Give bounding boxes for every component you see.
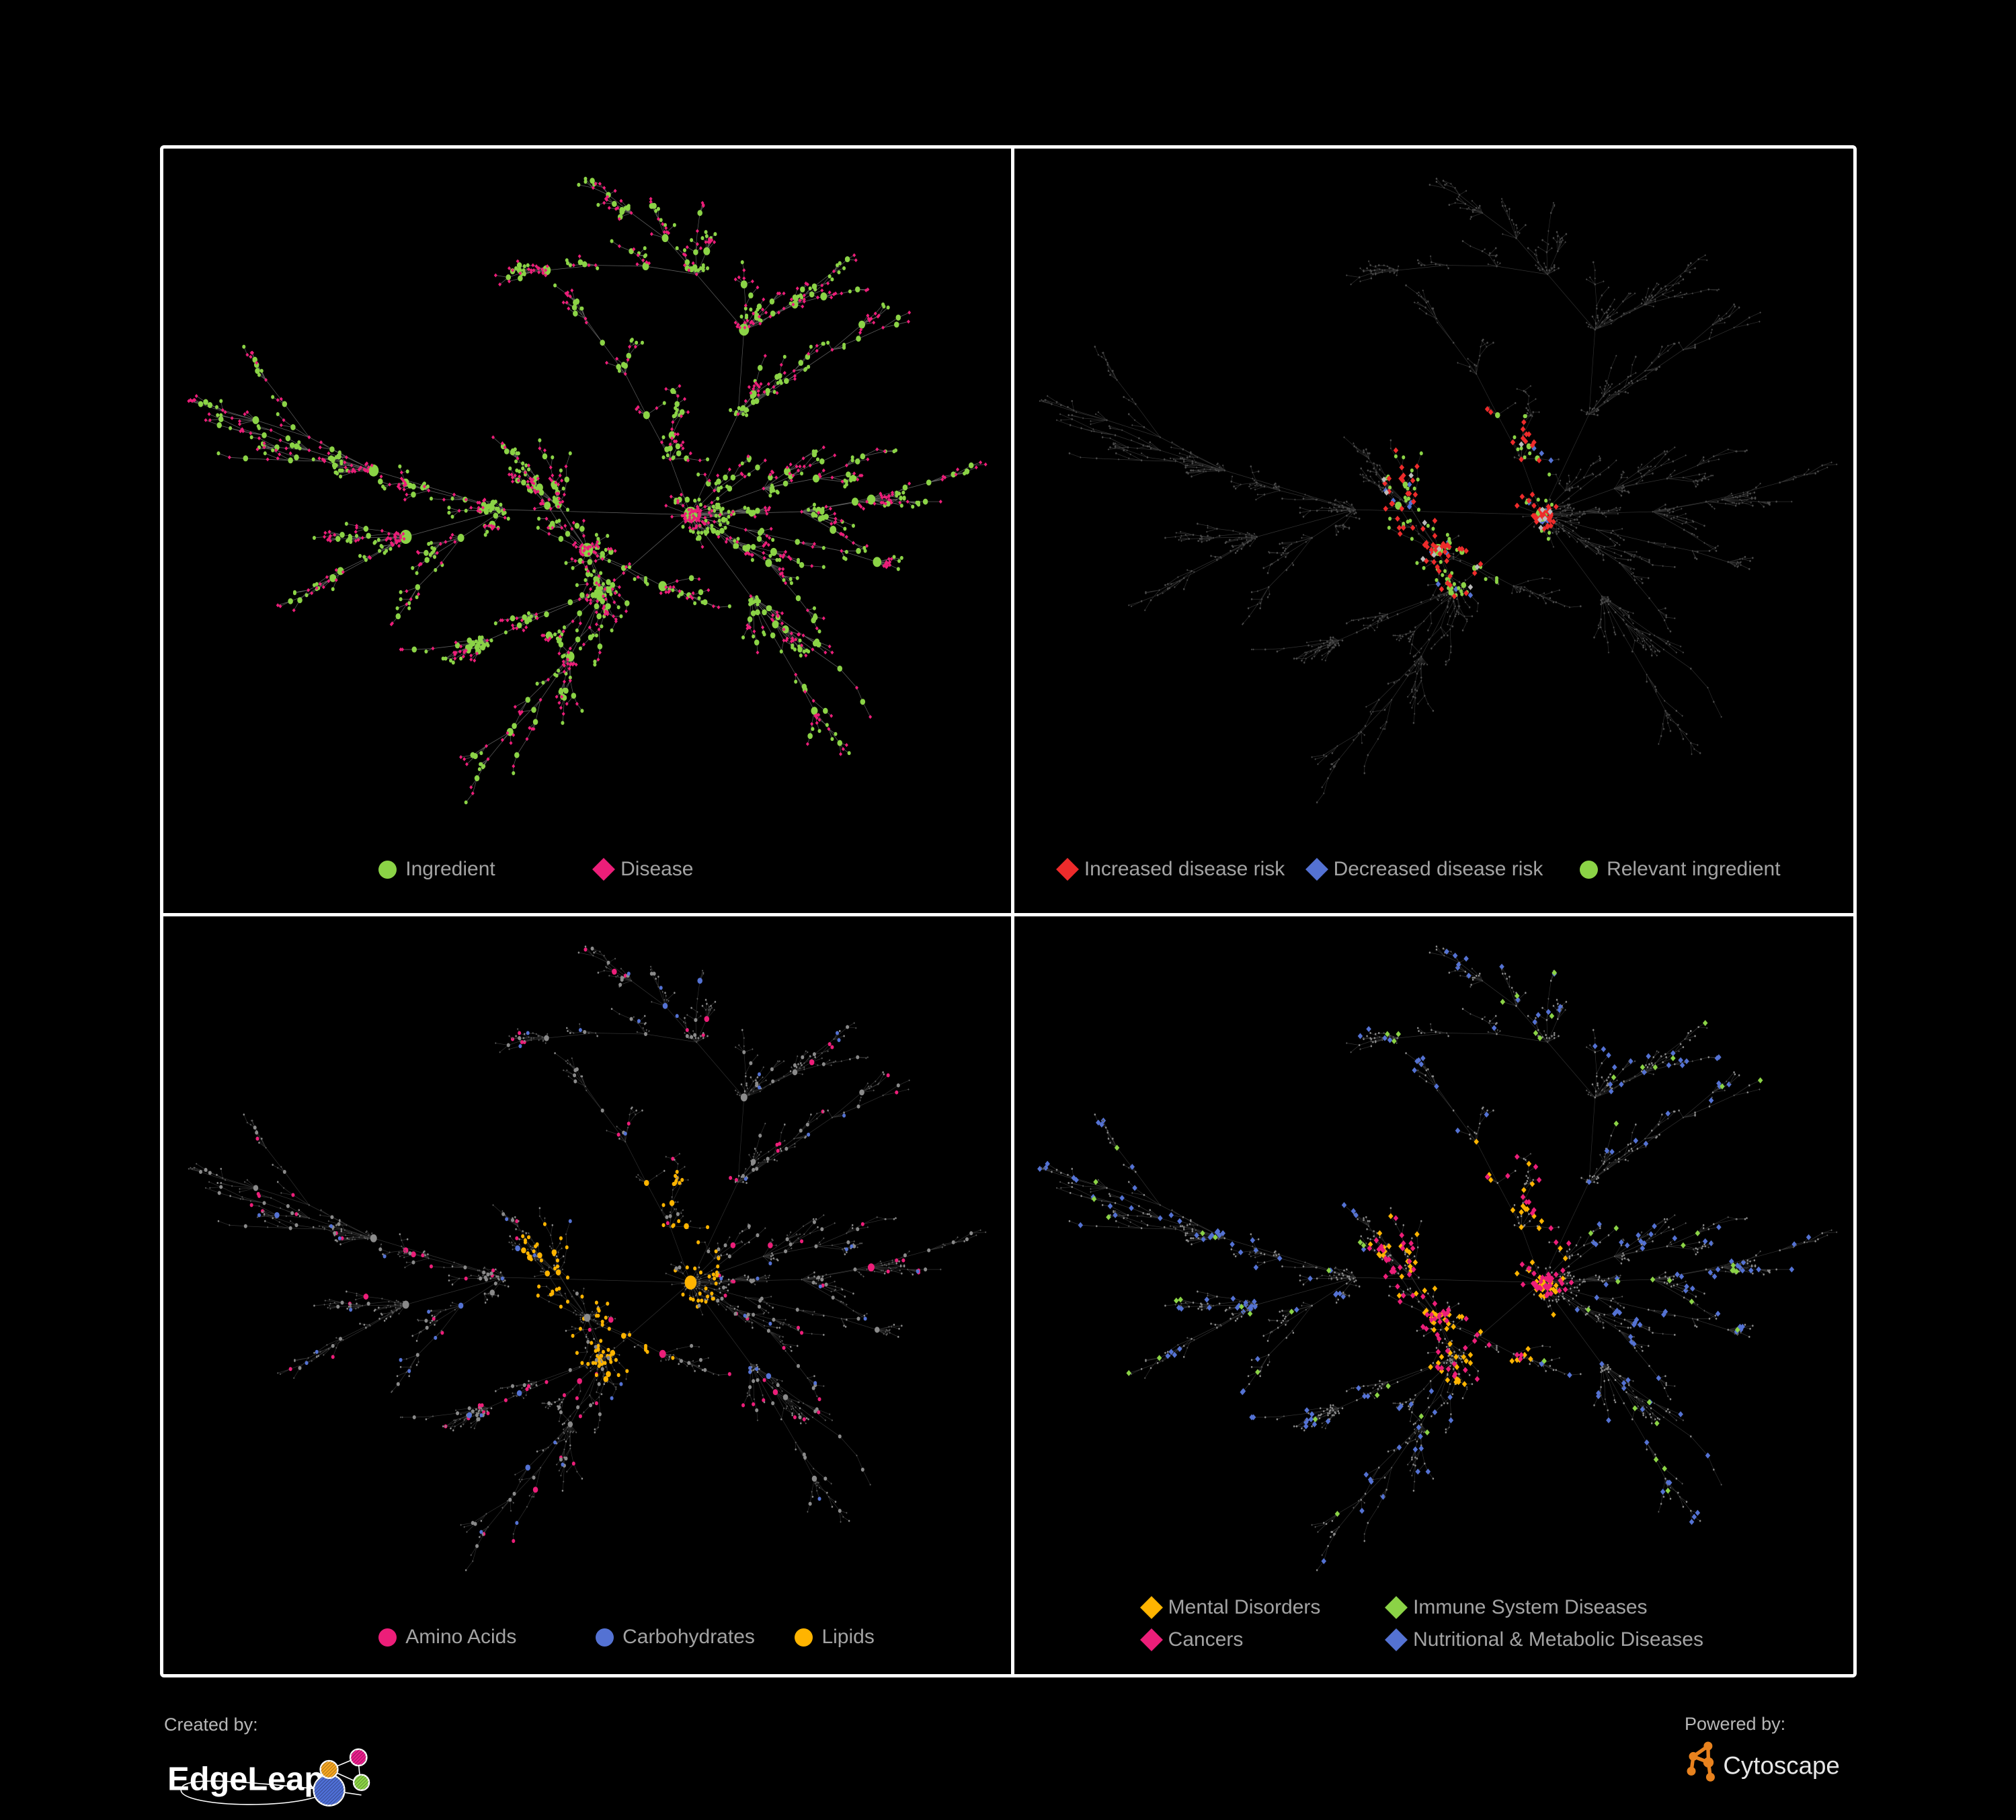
svg-text:Cytoscape: Cytoscape — [1723, 1751, 1839, 1779]
svg-text:EdgeLeap: EdgeLeap — [167, 1762, 324, 1798]
